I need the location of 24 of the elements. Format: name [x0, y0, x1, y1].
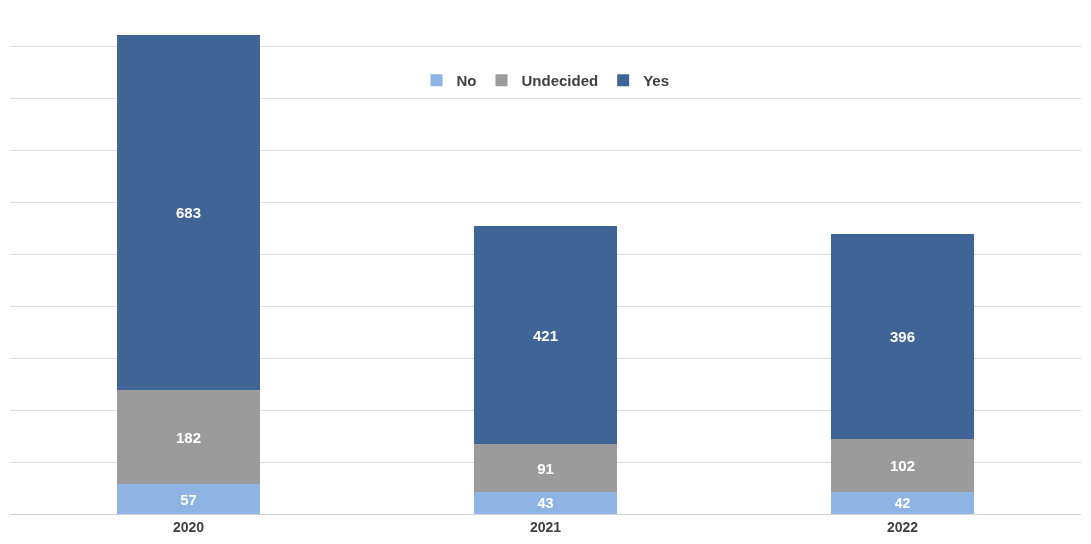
data-label: 683 — [175, 204, 202, 222]
data-label: 57 — [180, 490, 197, 508]
bar — [117, 35, 260, 390]
bar — [117, 484, 260, 514]
bar — [117, 389, 260, 485]
data-label: 182 — [175, 428, 202, 446]
data-label: 396 — [889, 327, 916, 345]
legend-label: No — [456, 72, 477, 90]
x-tick-label: 2021 — [529, 518, 562, 535]
x-tick-label: 2022 — [886, 518, 919, 535]
bar — [831, 492, 974, 514]
data-label: 91 — [537, 459, 554, 477]
data-label: 102 — [889, 457, 916, 475]
bar — [474, 491, 617, 514]
data-label: 43 — [537, 495, 554, 512]
legend-label: Yes — [643, 72, 670, 90]
data-label: 421 — [532, 326, 559, 344]
legend-label: Undecided — [521, 72, 599, 90]
bar — [831, 439, 974, 493]
bar — [474, 225, 617, 445]
bar — [474, 444, 617, 492]
bar — [831, 233, 974, 440]
data-label: 42 — [894, 495, 911, 512]
x-tick-label: 2020 — [172, 518, 205, 535]
